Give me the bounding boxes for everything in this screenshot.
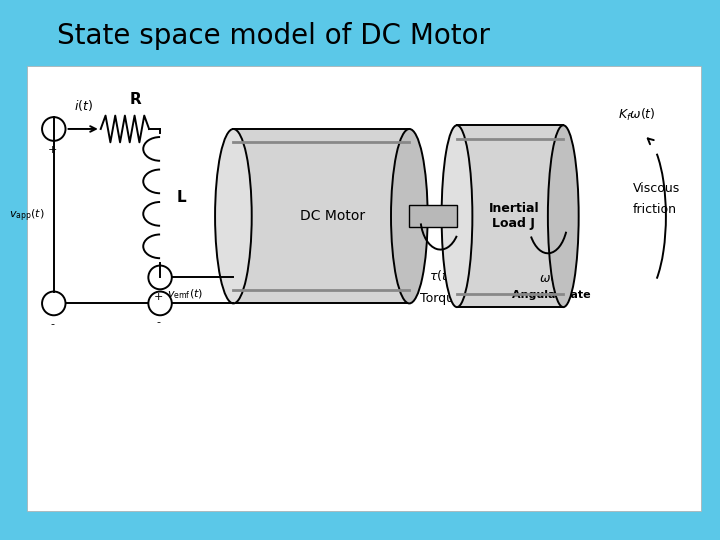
Text: Torque: Torque — [420, 292, 462, 305]
Text: $i(t)$: $i(t)$ — [73, 98, 93, 113]
Text: R: R — [130, 92, 142, 107]
Bar — [457, 125, 563, 307]
Bar — [233, 129, 410, 303]
Text: Inertial
Load J: Inertial Load J — [488, 202, 539, 230]
Text: DC Motor: DC Motor — [300, 209, 365, 223]
Text: +: + — [48, 145, 57, 155]
Ellipse shape — [215, 129, 252, 303]
Text: $\tau(t)$: $\tau(t)$ — [429, 268, 452, 283]
Text: Angular rate: Angular rate — [512, 291, 591, 300]
FancyBboxPatch shape — [27, 66, 701, 511]
Text: State space model of DC Motor: State space model of DC Motor — [58, 22, 490, 50]
Ellipse shape — [391, 129, 428, 303]
Text: friction: friction — [633, 203, 677, 216]
Text: -: - — [50, 319, 54, 329]
Text: L: L — [176, 190, 186, 205]
Text: $K_f\omega(t)$: $K_f\omega(t)$ — [618, 107, 656, 124]
Text: $v_{\rm emf}(t)$: $v_{\rm emf}(t)$ — [168, 287, 204, 301]
Text: Viscous: Viscous — [633, 183, 680, 195]
Text: -: - — [157, 317, 161, 327]
Ellipse shape — [548, 125, 579, 307]
Text: $\omega(t)$: $\omega(t)$ — [539, 269, 564, 285]
Ellipse shape — [441, 125, 472, 307]
Bar — [410, 205, 457, 227]
Text: $v_{\rm app}(t)$: $v_{\rm app}(t)$ — [9, 208, 45, 225]
Text: +: + — [154, 293, 163, 302]
